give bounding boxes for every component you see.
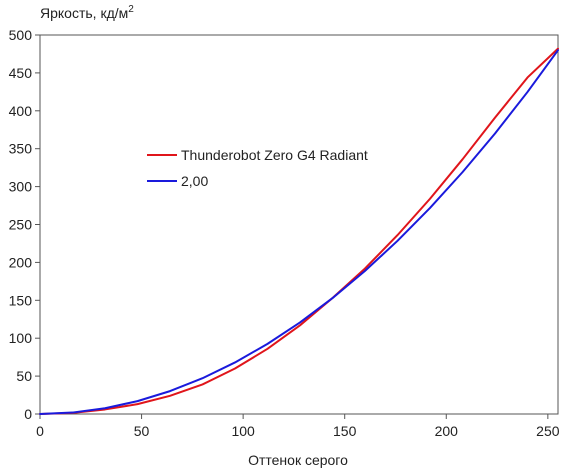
series-layer xyxy=(39,47,559,415)
legend-label-1: 2,00 xyxy=(181,173,208,189)
y-tick-label: 100 xyxy=(9,330,33,346)
y-tick-label: 0 xyxy=(24,406,32,422)
x-tick-label: 250 xyxy=(536,423,560,439)
series-line-0 xyxy=(39,47,559,415)
legend: Thunderobot Zero G4 Radiant 2,00 xyxy=(147,147,368,189)
y-tick-label: 400 xyxy=(9,103,33,119)
x-axis-title: Оттенок серого xyxy=(248,452,348,468)
series-line-1 xyxy=(39,49,559,415)
y-tick-label: 250 xyxy=(9,217,33,233)
x-tick-label: 200 xyxy=(435,423,459,439)
y-tick-label: 450 xyxy=(9,65,33,81)
plot-area xyxy=(39,34,559,415)
x-tick-label: 150 xyxy=(333,423,357,439)
plot-frame xyxy=(39,34,559,415)
y-tick-label: 200 xyxy=(9,254,33,270)
y-axis-title-text: Яркость, кд/м xyxy=(40,5,128,21)
y-tick-label: 300 xyxy=(9,179,33,195)
x-axis-ticks: 0 50 100 150 200 250 xyxy=(36,414,560,439)
y-axis-title-superscript: 2 xyxy=(128,4,134,15)
x-tick-label: 0 xyxy=(36,423,44,439)
y-tick-label: 350 xyxy=(9,141,33,157)
y-axis-title: Яркость, кд/м2 xyxy=(40,4,134,21)
y-tick-label: 50 xyxy=(16,368,32,384)
legend-label-0: Thunderobot Zero G4 Radiant xyxy=(181,147,368,163)
y-axis-ticks: 0 50 100 150 200 250 300 350 400 450 500 xyxy=(9,27,40,422)
y-tick-label: 150 xyxy=(9,292,33,308)
y-tick-label: 500 xyxy=(9,27,33,43)
x-tick-label: 100 xyxy=(231,423,255,439)
x-tick-label: 50 xyxy=(134,423,150,439)
